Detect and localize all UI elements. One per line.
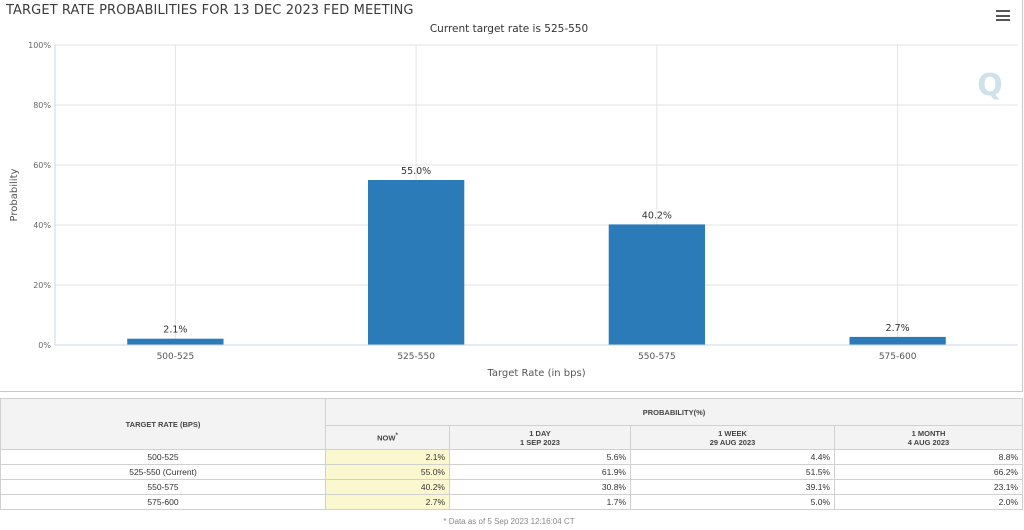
one-week-header: 1 WEEK 29 AUG 2023 [630,425,835,450]
table-row: 550-575 40.2% 30.8% 39.1% 23.1% [0,479,1023,495]
now-cell: 40.2% [325,479,450,495]
y-tick-label: 40% [33,221,51,230]
chart-subtitle: Current target rate is 525-550 [429,23,589,35]
y-tick-label: 100% [28,41,51,50]
probability-table: TARGET RATE (BPS) PROBABILITY(%) NOW* 1 … [0,398,1023,510]
data-label: 2.1% [163,325,187,336]
chart-title: TARGET RATE PROBABILITIES FOR 13 DEC 202… [6,3,414,18]
table-row: 500-525 2.1% 5.6% 4.4% 8.8% [0,449,1023,465]
watermark-logo: Q [977,68,1003,103]
one-week-cell: 5.0% [630,494,835,510]
y-tick-label: 20% [33,281,51,290]
y-tick-label: 0% [38,341,51,350]
x-tick-label: 500-525 [157,352,195,362]
one-month-cell: 8.8% [834,449,1023,465]
one-month-cell: 23.1% [834,479,1023,495]
y-tick-label: 60% [33,161,51,170]
now-cell: 55.0% [325,464,450,480]
table-row: 575-600 2.7% 1.7% 5.0% 2.0% [0,494,1023,510]
x-tick-label: 525-550 [397,352,435,362]
now-header: NOW* [325,425,450,450]
rate-header: TARGET RATE (BPS) [0,398,326,450]
hamburger-menu-icon[interactable] [996,10,1010,21]
one-day-cell: 61.9% [449,464,631,480]
one-day-header: 1 DAY 1 SEP 2023 [449,425,631,450]
bar-chart: 0% 20% 40% 60% 80% 100% 2.1% 500-525 55.0% 525-55… [9,41,1018,379]
one-week-cell: 51.5% [630,464,835,480]
one-month-header: 1 MONTH 4 AUG 2023 [834,425,1023,450]
rate-cell: 525-550 (Current) [0,464,326,480]
bar [367,180,465,345]
data-label: 40.2% [642,210,672,221]
table-row: 525-550 (Current) 55.0% 61.9% 51.5% 66.2… [0,464,1023,480]
now-cell: 2.7% [325,494,450,510]
data-label: 55.0% [401,166,431,177]
x-tick-label: 550-575 [638,352,676,362]
now-cell: 2.1% [325,449,450,465]
rate-cell: 550-575 [0,479,326,495]
chart-panel: TARGET RATE PROBABILITIES FOR 13 DEC 202… [0,0,1023,392]
one-month-cell: 2.0% [834,494,1023,510]
data-label: 2.7% [886,323,910,334]
y-axis-title: Probability [9,168,20,221]
x-axis-title: Target Rate (in bps) [486,368,585,379]
bar [849,336,946,345]
one-month-cell: 66.2% [834,464,1023,480]
data-timestamp-footnote: * Data as of 5 Sep 2023 12:16:04 CT [443,517,575,526]
one-week-cell: 4.4% [630,449,835,465]
one-week-cell: 39.1% [630,479,835,495]
y-tick-label: 80% [33,101,51,110]
x-tick-label: 575-600 [879,352,917,362]
bar [127,338,224,345]
one-day-cell: 1.7% [449,494,631,510]
rate-cell: 575-600 [0,494,326,510]
probability-header: PROBABILITY(%) [325,398,1023,426]
bar [608,224,706,345]
one-day-cell: 5.6% [449,449,631,465]
rate-cell: 500-525 [0,449,326,465]
one-day-cell: 30.8% [449,479,631,495]
